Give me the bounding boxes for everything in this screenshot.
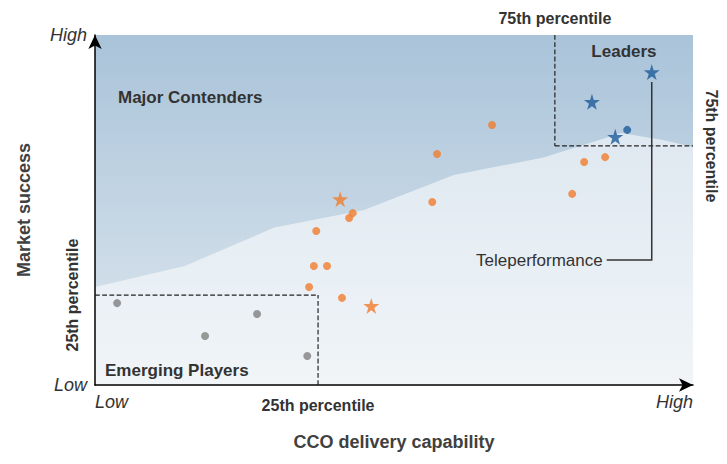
svg-text:Market success: Market success	[14, 143, 34, 277]
svg-text:Low: Low	[95, 392, 129, 412]
svg-text:Leaders: Leaders	[591, 42, 656, 61]
svg-text:25th percentile: 25th percentile	[262, 397, 375, 414]
svg-text:CCO delivery capability: CCO delivery capability	[293, 432, 494, 452]
svg-text:75th percentile: 75th percentile	[498, 10, 611, 27]
svg-text:Emerging Players: Emerging Players	[105, 361, 249, 380]
svg-text:Teleperformance: Teleperformance	[476, 251, 603, 270]
svg-text:Low: Low	[54, 375, 88, 395]
svg-text:25th percentile: 25th percentile	[64, 238, 81, 351]
svg-text:Major Contenders: Major Contenders	[118, 88, 263, 107]
svg-text:75th percentile: 75th percentile	[703, 89, 720, 202]
svg-text:High: High	[50, 25, 87, 45]
svg-text:High: High	[656, 392, 693, 412]
